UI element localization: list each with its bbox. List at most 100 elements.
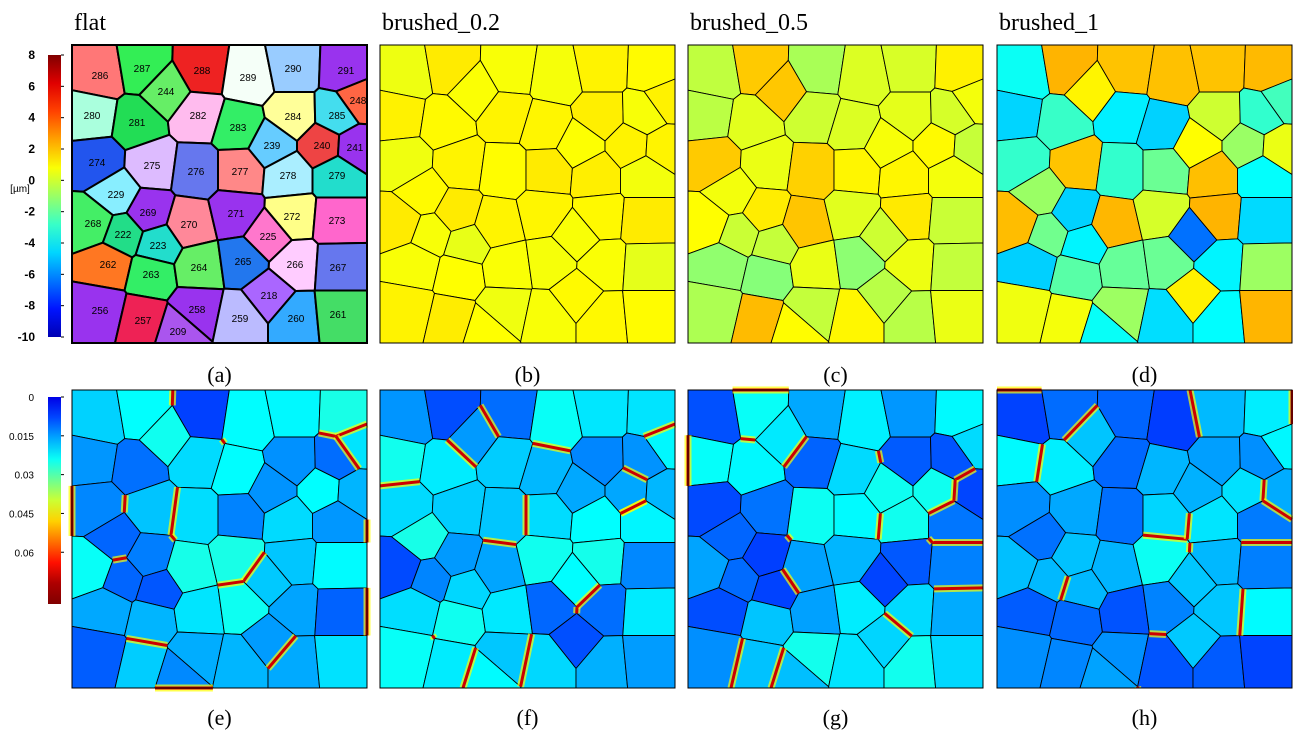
grain-label: 229 <box>108 190 125 201</box>
grain-cell <box>930 635 984 689</box>
grain-label: 239 <box>264 141 281 152</box>
strain-band <box>1059 576 1070 601</box>
colorbar-unit: [µm] <box>10 184 30 195</box>
panel-label: (e) <box>207 705 231 730</box>
strain-band <box>883 612 913 638</box>
panel-frame <box>71 389 368 689</box>
strain-band <box>769 647 786 689</box>
strain-band <box>622 466 648 482</box>
strain-band <box>334 435 361 470</box>
panel-title: flat <box>74 10 106 36</box>
grain-cell <box>930 587 984 636</box>
colorbar-tick-label: -2 <box>24 205 35 219</box>
strain-band <box>1185 513 1191 540</box>
strain-band <box>927 537 934 544</box>
strain-band <box>1238 588 1245 636</box>
grain-label: 276 <box>188 167 205 178</box>
grain-cell <box>1239 587 1293 636</box>
grain-label: 280 <box>84 111 101 122</box>
grain-label: 285 <box>329 111 346 122</box>
strain-band <box>318 431 337 438</box>
grain-cell <box>622 242 676 291</box>
grain-label: 240 <box>314 141 331 152</box>
colorbar-tick-label: -6 <box>24 267 35 281</box>
panel-label: (g) <box>823 705 849 730</box>
grain-cell <box>1239 290 1293 344</box>
colorbar-tick-label: 0 <box>28 393 34 404</box>
grain-label: 261 <box>330 310 347 321</box>
grain-cell <box>1189 44 1246 93</box>
strain-band <box>220 438 226 445</box>
panel-label: (c) <box>823 362 847 387</box>
strain-band <box>122 495 127 513</box>
strain-band <box>643 422 676 438</box>
strain-band <box>729 638 744 689</box>
strain-band <box>126 636 168 647</box>
strain-band <box>740 437 756 442</box>
panel-title: brushed_1 <box>999 10 1099 36</box>
colorbar <box>48 55 61 337</box>
panel: (g) <box>684 386 984 730</box>
colorbar-tick-label: 8 <box>28 48 35 62</box>
grain-cell <box>620 197 676 245</box>
grain-cell <box>1239 635 1293 689</box>
strain-band <box>482 538 517 547</box>
grain-cell <box>71 389 126 445</box>
grain-label: 274 <box>89 158 106 169</box>
grain-cell <box>996 44 1051 100</box>
panel-title: brushed_0.2 <box>382 10 500 36</box>
grain-label: 218 <box>261 291 278 302</box>
strain-band <box>170 389 175 406</box>
panel: brushed_0.5 (c) <box>687 10 984 387</box>
grain-label: 209 <box>170 327 187 338</box>
grain-cell <box>314 587 368 636</box>
strain-band <box>431 634 436 640</box>
panel-label: (a) <box>207 362 231 387</box>
panel-title: brushed_0.5 <box>690 10 808 36</box>
grain-label: 265 <box>235 257 252 268</box>
panel-label: (b) <box>515 362 541 387</box>
grain-label: 269 <box>140 208 157 219</box>
grain-cell <box>687 89 735 142</box>
strain-band <box>446 438 477 468</box>
strain-band <box>519 633 534 687</box>
grain-label: 268 <box>85 219 102 230</box>
grain-label: 270 <box>181 220 198 231</box>
grain-label: 279 <box>329 171 346 182</box>
panel: brushed_1 (d) <box>996 10 1293 387</box>
panel-frame <box>996 44 1293 344</box>
grain-label: 271 <box>228 209 245 220</box>
colorbar-tick-label: 0.045 <box>9 509 34 520</box>
grain-cell <box>622 587 676 636</box>
strain-band <box>952 479 957 501</box>
grain-label: 283 <box>230 123 247 134</box>
grain-label: 291 <box>338 66 355 77</box>
strain-band <box>575 584 601 609</box>
grain-cell <box>687 389 742 445</box>
colorbar-tick-label: -8 <box>24 299 35 313</box>
grain-label: 241 <box>347 143 364 154</box>
grain-label: 258 <box>189 305 206 316</box>
grain-label: 248 <box>350 96 367 107</box>
grain-cell <box>1095 486 1144 546</box>
grain-label: 290 <box>285 64 302 75</box>
panel-frame <box>379 44 676 344</box>
grain-label: 278 <box>280 171 297 182</box>
strain-band <box>1261 479 1266 501</box>
grain-cell <box>786 486 835 546</box>
grain-cell <box>928 197 984 245</box>
panel-frame <box>687 44 984 344</box>
grain-cell <box>1095 141 1144 201</box>
strain-band <box>876 450 883 463</box>
grain-cell <box>622 635 676 689</box>
strain-band <box>217 579 244 587</box>
strain-band <box>478 404 500 438</box>
grain-label: 281 <box>129 118 146 129</box>
strain-band <box>927 499 955 515</box>
grain-cell <box>687 44 742 100</box>
grain-label: 266 <box>287 260 304 271</box>
strain-band <box>1262 499 1293 521</box>
grain-label: 264 <box>191 263 208 274</box>
